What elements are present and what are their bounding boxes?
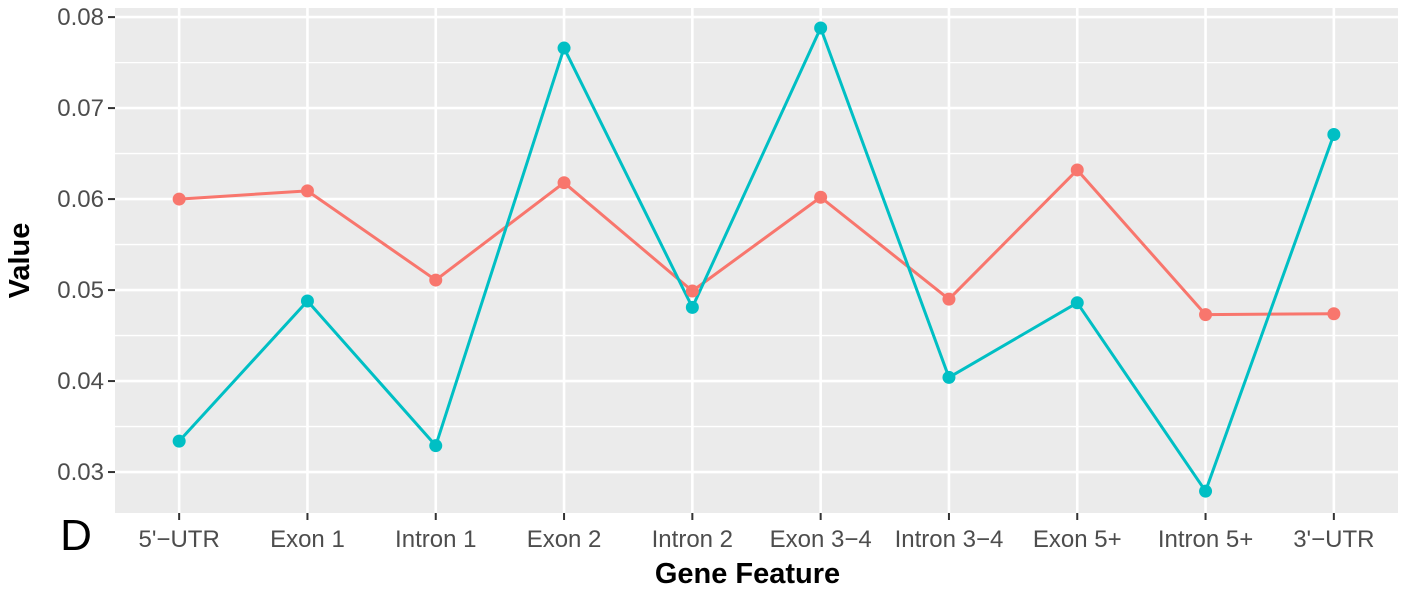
x-axis: 5'−UTR Exon 1 Intron 1 Exon 2 Intron 2 Exon 3… [139, 513, 1374, 553]
series-1-point [685, 284, 699, 298]
grid-major [115, 8, 1398, 513]
series-2-point [1199, 484, 1213, 498]
x-tick-label: Intron 1 [395, 526, 476, 553]
series-1-point [557, 176, 571, 190]
x-tick-label: Exon 2 [527, 526, 602, 553]
series-2-line [178, 26, 1336, 493]
series-2-point [1327, 127, 1341, 141]
y-tick-label: 0.06 [57, 186, 104, 213]
series-2-point [685, 300, 699, 314]
x-tick-label: Exon 3−4 [770, 526, 872, 553]
x-tick-label: Intron 5+ [1158, 526, 1253, 553]
series-1-point [300, 184, 314, 198]
panel-label: D [60, 511, 92, 560]
y-tick-label: 0.04 [57, 368, 104, 395]
series-1-point [942, 292, 956, 306]
series-2-point [814, 21, 828, 35]
plot-panel [115, 8, 1398, 513]
series-1-line [179, 168, 1334, 317]
series-2-point [172, 434, 186, 448]
x-tick-label: Exon 1 [270, 526, 345, 553]
y-tick-label: 0.08 [57, 4, 104, 31]
series-2-point [942, 370, 956, 384]
x-tick-label: Intron 3−4 [895, 526, 1004, 553]
series-2-point [1070, 296, 1084, 310]
series-2-point [300, 294, 314, 308]
y-axis-title: Value [4, 223, 36, 299]
series-1-point [1327, 307, 1341, 321]
series-1-point [1070, 163, 1084, 177]
x-tick-label: 3'−UTR [1293, 526, 1374, 553]
series-1-point [172, 192, 186, 206]
x-tick-label: Exon 5+ [1033, 526, 1122, 553]
series-layer [172, 21, 1341, 498]
series-1-point [1199, 308, 1213, 322]
series-2-point [557, 41, 571, 55]
series-1-point [429, 273, 443, 287]
x-tick-label: 5'−UTR [139, 526, 220, 553]
y-axis: 0.03 0.04 0.05 0.06 0.07 0.08 [57, 4, 115, 486]
y-tick-label: 0.05 [57, 277, 104, 304]
series-2-point [429, 439, 443, 453]
x-axis-title: Gene Feature [655, 558, 840, 590]
y-tick-label: 0.07 [57, 95, 104, 122]
series-1-point [814, 190, 828, 204]
x-tick-label: Intron 2 [652, 526, 733, 553]
y-tick-label: 0.03 [57, 459, 104, 486]
